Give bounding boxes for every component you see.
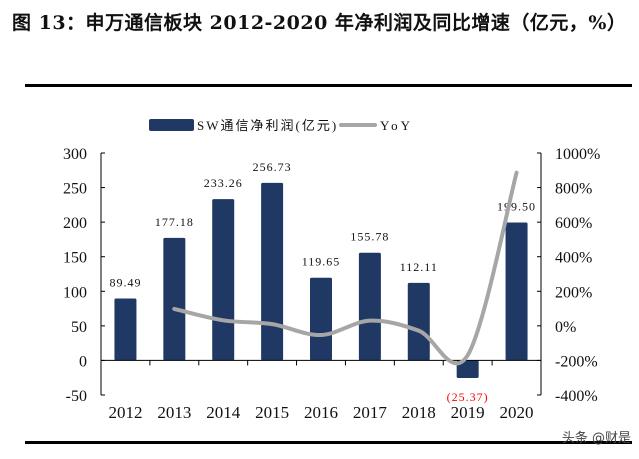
bar-2012	[114, 298, 137, 361]
category-label: 2017	[353, 403, 388, 422]
bar-value-label: 199.50	[497, 199, 536, 213]
category-label: 2015	[255, 403, 289, 422]
bar-2018	[407, 282, 430, 361]
figure-title: 图 13：申万通信板块 2012-2020 年净利润及同比增速（亿元，%）	[12, 12, 627, 34]
left-tick-label: 100	[63, 284, 87, 301]
bar-value-label: 256.73	[253, 160, 292, 174]
bar-2015	[261, 182, 284, 361]
watermark: 头条 @财是	[561, 431, 631, 446]
right-tick-label: 600%	[555, 215, 592, 232]
legend-swatch-bar	[149, 119, 194, 131]
right-tick-label: 0%	[555, 319, 576, 336]
left-tick-label: 200	[63, 215, 87, 232]
left-tick-label: 0	[79, 353, 87, 370]
right-tick-label: -400%	[555, 388, 598, 405]
right-tick-label: -200%	[555, 353, 598, 370]
category-label: 2012	[108, 403, 142, 422]
left-tick-label: 150	[63, 250, 87, 267]
category-label: 2013	[157, 403, 191, 422]
bar-2019	[456, 360, 479, 378]
bar-value-label: 119.65	[302, 255, 341, 269]
top-rule	[25, 84, 632, 87]
bar-2017	[358, 252, 381, 361]
bar-2020	[505, 222, 528, 361]
category-label: 2016	[304, 403, 338, 422]
legend-label-line: YoY	[380, 118, 413, 133]
right-tick-label: 1000%	[555, 146, 600, 163]
right-tick-label: 200%	[555, 284, 592, 301]
bar-value-label: 112.11	[400, 260, 438, 274]
bar-value-label: 89.49	[109, 276, 141, 290]
bar-value-label: (25.37)	[447, 390, 489, 404]
left-tick-label: 300	[63, 146, 87, 163]
category-label: 2020	[500, 403, 534, 422]
category-label: 2018	[402, 403, 436, 422]
left-tick-label: 250	[63, 181, 87, 198]
bar-value-label: 177.18	[155, 215, 194, 229]
left-tick-label: 50	[71, 319, 87, 336]
bar-2013	[163, 237, 186, 361]
bar-2014	[212, 199, 235, 361]
bar-value-label: 155.78	[350, 230, 389, 244]
bar-value-label: 233.26	[204, 176, 243, 190]
category-label: 2019	[451, 403, 485, 422]
bottom-rule	[25, 441, 632, 444]
right-tick-label: 400%	[555, 250, 592, 267]
bar-2016	[310, 277, 332, 361]
category-label: 2014	[206, 403, 241, 422]
right-tick-label: 800%	[555, 181, 592, 198]
legend-label-bar: SW通信净利润(亿元)	[197, 118, 338, 133]
left-tick-label: -50	[66, 388, 87, 405]
